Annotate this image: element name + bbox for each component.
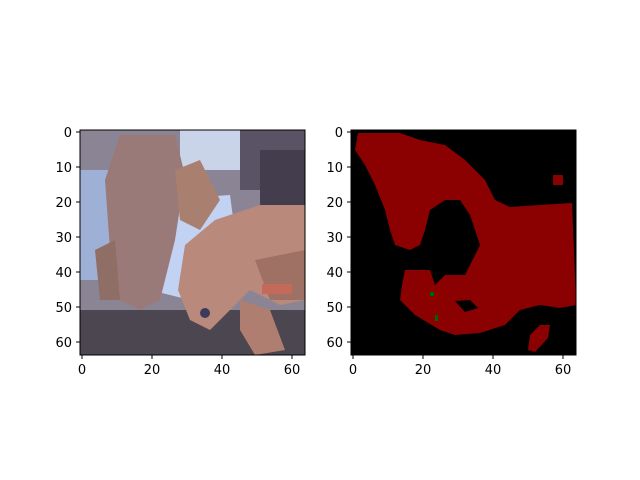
photo-axes: 0 10 20 30 40 50 60 0 20 40 60 — [55, 126, 300, 378]
photo-ytick-40: 40 — [55, 266, 72, 281]
photo-ytick-20: 20 — [55, 196, 72, 211]
photo-xtick-40: 40 — [214, 363, 231, 378]
mask-xtick-20: 20 — [415, 363, 432, 378]
photo-xtick-60: 60 — [284, 363, 301, 378]
photo-ytick-60: 60 — [55, 336, 72, 351]
mask-frame — [350, 129, 577, 356]
photo-xtick-0: 0 — [78, 363, 86, 378]
photo-frame — [79, 129, 306, 356]
photo-ytick-50: 50 — [55, 301, 72, 316]
mask-ytick-40: 40 — [326, 266, 343, 281]
photo-xtick-20: 20 — [144, 363, 161, 378]
mask-xtick-40: 40 — [485, 363, 502, 378]
mask-ytick-20: 20 — [326, 196, 343, 211]
mask-xtick-60: 60 — [555, 363, 572, 378]
mask-ytick-10: 10 — [326, 161, 343, 176]
mask-ytick-50: 50 — [326, 301, 343, 316]
mask-panel — [351, 130, 576, 355]
photo-panel — [80, 130, 305, 355]
mask-ytick-0: 0 — [335, 126, 343, 141]
mask-ytick-60: 60 — [326, 336, 343, 351]
photo-ytick-30: 30 — [55, 231, 72, 246]
mask-xtick-0: 0 — [349, 363, 357, 378]
photo-ytick-10: 10 — [55, 161, 72, 176]
mask-axes: 0 10 20 30 40 50 60 0 20 40 60 — [326, 126, 571, 378]
mask-ytick-30: 30 — [326, 231, 343, 246]
photo-ytick-0: 0 — [64, 126, 72, 141]
